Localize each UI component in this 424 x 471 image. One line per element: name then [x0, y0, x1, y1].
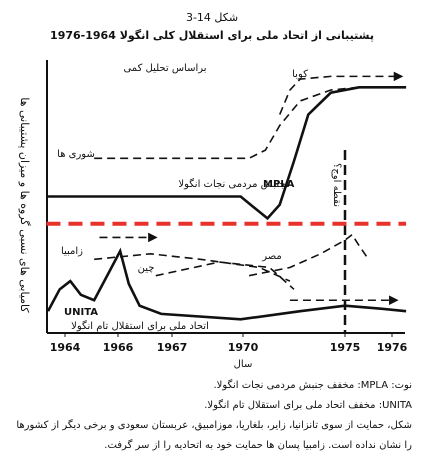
note-line: شکل، حمایت از سوی تانزانیا، زایر، بلغاری…: [16, 420, 412, 431]
x-axis-label: سال: [234, 359, 253, 370]
note-line: نوت: MPLA: مخفف جنبش مردمی نجات انگولا.: [213, 380, 412, 391]
notes: نوت: MPLA: مخفف جنبش مردمی نجات انگولا. U…: [8, 376, 412, 456]
x-tick-label: 1970: [228, 341, 259, 354]
series-line: [248, 233, 370, 277]
series-abbr: UNITA: [64, 307, 98, 318]
x-tick-label: 1976: [377, 341, 408, 354]
series-label: زامبیا: [61, 246, 83, 257]
x-tick-label: 1966: [103, 341, 134, 354]
series-line-bold: [46, 247, 407, 321]
series-line: [155, 261, 295, 290]
series-label: جنبش مردمی نجات انگولا: [178, 178, 285, 190]
x-tick-label: 1964: [50, 341, 81, 354]
chart-title: پشتیبانی از اتحاد ملی برای استقلال کلی ا…: [50, 29, 374, 42]
x-tick-label: 1967: [157, 341, 188, 354]
series-label: مصر: [261, 251, 282, 262]
series-line: [278, 71, 404, 115]
note-line: UNITA: مخفف اتحاد ملی برای استقلال تام ا…: [204, 400, 412, 411]
figure-number: شکل 14-3: [186, 11, 238, 24]
series-label: چین: [138, 263, 155, 274]
series-line-bold: [48, 86, 407, 221]
series-line: [94, 86, 402, 160]
series-abbr: MPLA: [263, 179, 295, 190]
series-label: کوبا: [292, 69, 308, 80]
series-line: [94, 253, 291, 282]
series-label: اتحاد ملی برای استقلال تام انگولا: [71, 320, 209, 332]
x-tick-label: 1975: [330, 341, 361, 354]
y-axis-label: کامیابی های نسبی گروه ها و میزان پشتیبان…: [18, 97, 31, 313]
series-label: شوری ها: [57, 149, 95, 160]
chart: شکل 14-3 پشتیبانی از اتحاد ملی برای استق…: [18, 11, 408, 370]
annotation: براساس تحلیل کمی: [123, 63, 206, 74]
note-line: را نشان نداده است. زامبیا پسان ها حمایت …: [104, 440, 412, 451]
peak-label: نقطه اوج؟: [331, 163, 342, 207]
